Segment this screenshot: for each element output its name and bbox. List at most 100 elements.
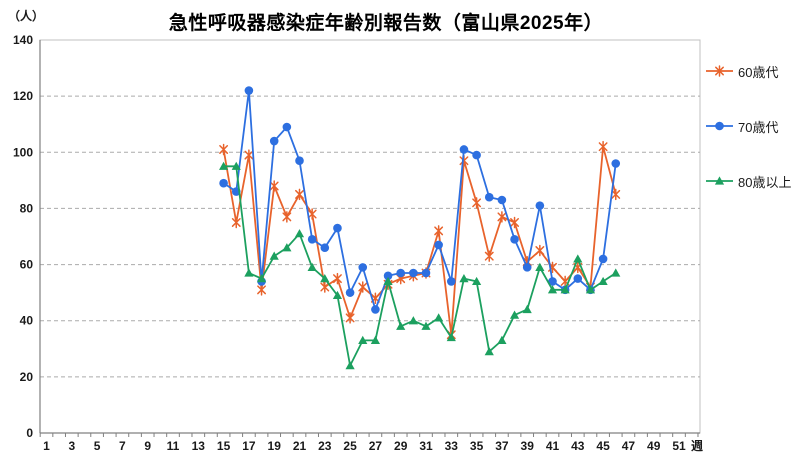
triangle-marker	[307, 262, 317, 271]
circle-marker	[409, 268, 418, 278]
legend: 60歳代 70歳代 80歳以上	[706, 61, 791, 226]
circle-marker	[484, 192, 494, 202]
triangle-marker	[714, 176, 725, 185]
x-tick-label-23: 23	[318, 439, 332, 453]
asterisk-marker	[269, 180, 279, 192]
triangle-marker	[396, 321, 406, 330]
legend-label-70s: 70歳代	[738, 119, 779, 135]
y-tick-label-120: 120	[13, 89, 33, 103]
x-tick-label-35: 35	[470, 439, 484, 453]
circle-marker	[573, 274, 583, 283]
asterisk-marker	[295, 188, 304, 201]
legend-item-60s: 60歳代	[706, 61, 791, 81]
series-markers-2-triangle	[219, 161, 621, 370]
triangle-marker	[484, 346, 494, 356]
legend-marker-60s-asterisk-icon	[706, 65, 733, 77]
triangle-marker	[434, 313, 444, 322]
legend-item-80plus: 80歳以上	[706, 171, 791, 191]
circle-marker	[510, 235, 519, 244]
x-tick-label-7: 7	[119, 439, 126, 453]
circle-marker	[459, 145, 469, 154]
x-tick-label-49: 49	[647, 439, 661, 453]
circle-marker	[548, 277, 557, 286]
triangle-marker	[472, 276, 482, 286]
x-tick-label-5: 5	[94, 439, 101, 453]
y-tick-label-40: 40	[20, 314, 34, 328]
x-tick-label-21: 21	[293, 439, 307, 453]
triangle-marker	[358, 335, 368, 344]
circle-marker	[421, 268, 431, 278]
triangle-marker	[497, 335, 507, 344]
legend-label-80plus: 80歳以上	[738, 174, 792, 190]
triangle-marker	[459, 274, 469, 283]
x-tick-label-9: 9	[144, 439, 151, 453]
x-tick-label-51: 51	[672, 439, 686, 453]
series-line-0-asterisk	[222, 145, 617, 336]
asterisk-marker	[358, 281, 368, 293]
circle-marker	[611, 159, 621, 168]
plot-border	[39, 39, 701, 434]
x-tick-label-15: 15	[217, 439, 231, 453]
chart-title: 急性呼吸器感染症年齢別報告数（富山県2025年）	[168, 13, 604, 34]
asterisk-marker	[231, 216, 241, 229]
triangle-marker	[345, 361, 355, 370]
circle-marker	[497, 195, 507, 205]
series-line-1-circle	[222, 89, 617, 311]
y-tick-label-20: 20	[20, 370, 34, 384]
x-tick-label-45: 45	[596, 439, 610, 453]
circle-marker	[383, 271, 393, 281]
circle-marker	[434, 240, 443, 250]
x-tick-label-11: 11	[167, 439, 180, 453]
asterisk-marker	[434, 225, 444, 237]
triangle-marker	[244, 268, 254, 277]
triangle-marker	[421, 321, 431, 330]
asterisk-marker	[219, 143, 229, 156]
triangle-marker	[611, 268, 621, 277]
triangle-marker	[231, 161, 241, 170]
x-tick-label-31: 31	[419, 439, 433, 453]
triangle-marker	[332, 290, 343, 300]
asterisk-marker	[333, 272, 342, 285]
circle-marker	[598, 254, 608, 264]
x-tick-label-3: 3	[68, 439, 75, 453]
asterisk-marker	[257, 284, 266, 296]
triangle-marker	[408, 316, 418, 325]
x-tick-label-47: 47	[622, 439, 636, 453]
circle-marker	[522, 263, 532, 272]
circle-marker	[333, 223, 342, 233]
circle-marker	[447, 277, 456, 286]
triangle-marker	[282, 243, 292, 252]
circle-marker	[396, 268, 406, 278]
triangle-marker	[573, 254, 583, 263]
legend-marker-80plus-triangle-icon	[706, 176, 733, 185]
x-tick-label-43: 43	[571, 439, 585, 453]
series-markers-0-asterisk	[219, 140, 621, 341]
x-tick-label-13: 13	[192, 439, 206, 453]
legend-label-60s: 60歳代	[738, 64, 779, 80]
asterisk-marker	[244, 149, 254, 161]
circle-marker	[269, 136, 279, 146]
y-tick-label-80: 80	[20, 201, 34, 215]
triangle-marker	[370, 335, 380, 344]
y-axis-unit-label: （人）	[8, 9, 45, 23]
triangle-marker	[446, 332, 456, 342]
triangle-marker	[535, 262, 545, 271]
x-tick-label-17: 17	[242, 439, 256, 453]
asterisk-marker	[510, 216, 519, 229]
asterisk-marker	[307, 208, 317, 220]
y-tick-label-0: 0	[26, 426, 33, 440]
asterisk-marker	[320, 281, 330, 293]
triangle-marker	[598, 276, 608, 286]
circle-marker	[295, 156, 304, 166]
circle-marker	[472, 150, 481, 160]
legend-item-70s: 70歳代	[706, 116, 791, 136]
asterisk-marker	[484, 250, 494, 262]
circle-marker	[307, 235, 317, 244]
circle-marker	[219, 178, 228, 188]
y-tick-label-100: 100	[13, 145, 33, 159]
triangle-marker	[320, 274, 330, 283]
triangle-marker	[383, 276, 393, 286]
x-tick-label-29: 29	[394, 439, 408, 453]
triangle-marker	[219, 161, 229, 170]
asterisk-marker	[598, 140, 608, 153]
